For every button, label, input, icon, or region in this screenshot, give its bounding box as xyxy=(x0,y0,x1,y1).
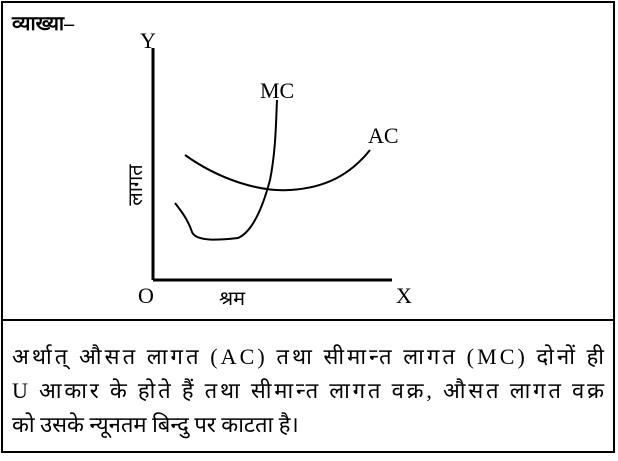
x-title: श्रम xyxy=(219,288,246,310)
heading: व्याख्या– xyxy=(11,13,75,35)
mc-curve xyxy=(174,99,278,241)
paragraph-line: को उसके न्यूनतम बिन्दु पर काटता है। xyxy=(12,412,299,439)
frame xyxy=(1,1,615,453)
origin-label: O xyxy=(138,283,154,308)
ac-label: AC xyxy=(368,123,399,148)
x-axis-label: X xyxy=(396,283,412,308)
paragraph-line: U आकार के होते हैं तथा सीमान्त लागत वक्र… xyxy=(12,378,605,403)
y-axis-label: Y xyxy=(140,28,156,53)
mc-label: MC xyxy=(260,78,294,103)
ac-curve xyxy=(184,149,371,192)
paragraph-line: अर्थात् औसत लागत (AC) तथा सीमान्त लागत (… xyxy=(12,344,604,370)
y-title: लागत xyxy=(125,164,147,206)
